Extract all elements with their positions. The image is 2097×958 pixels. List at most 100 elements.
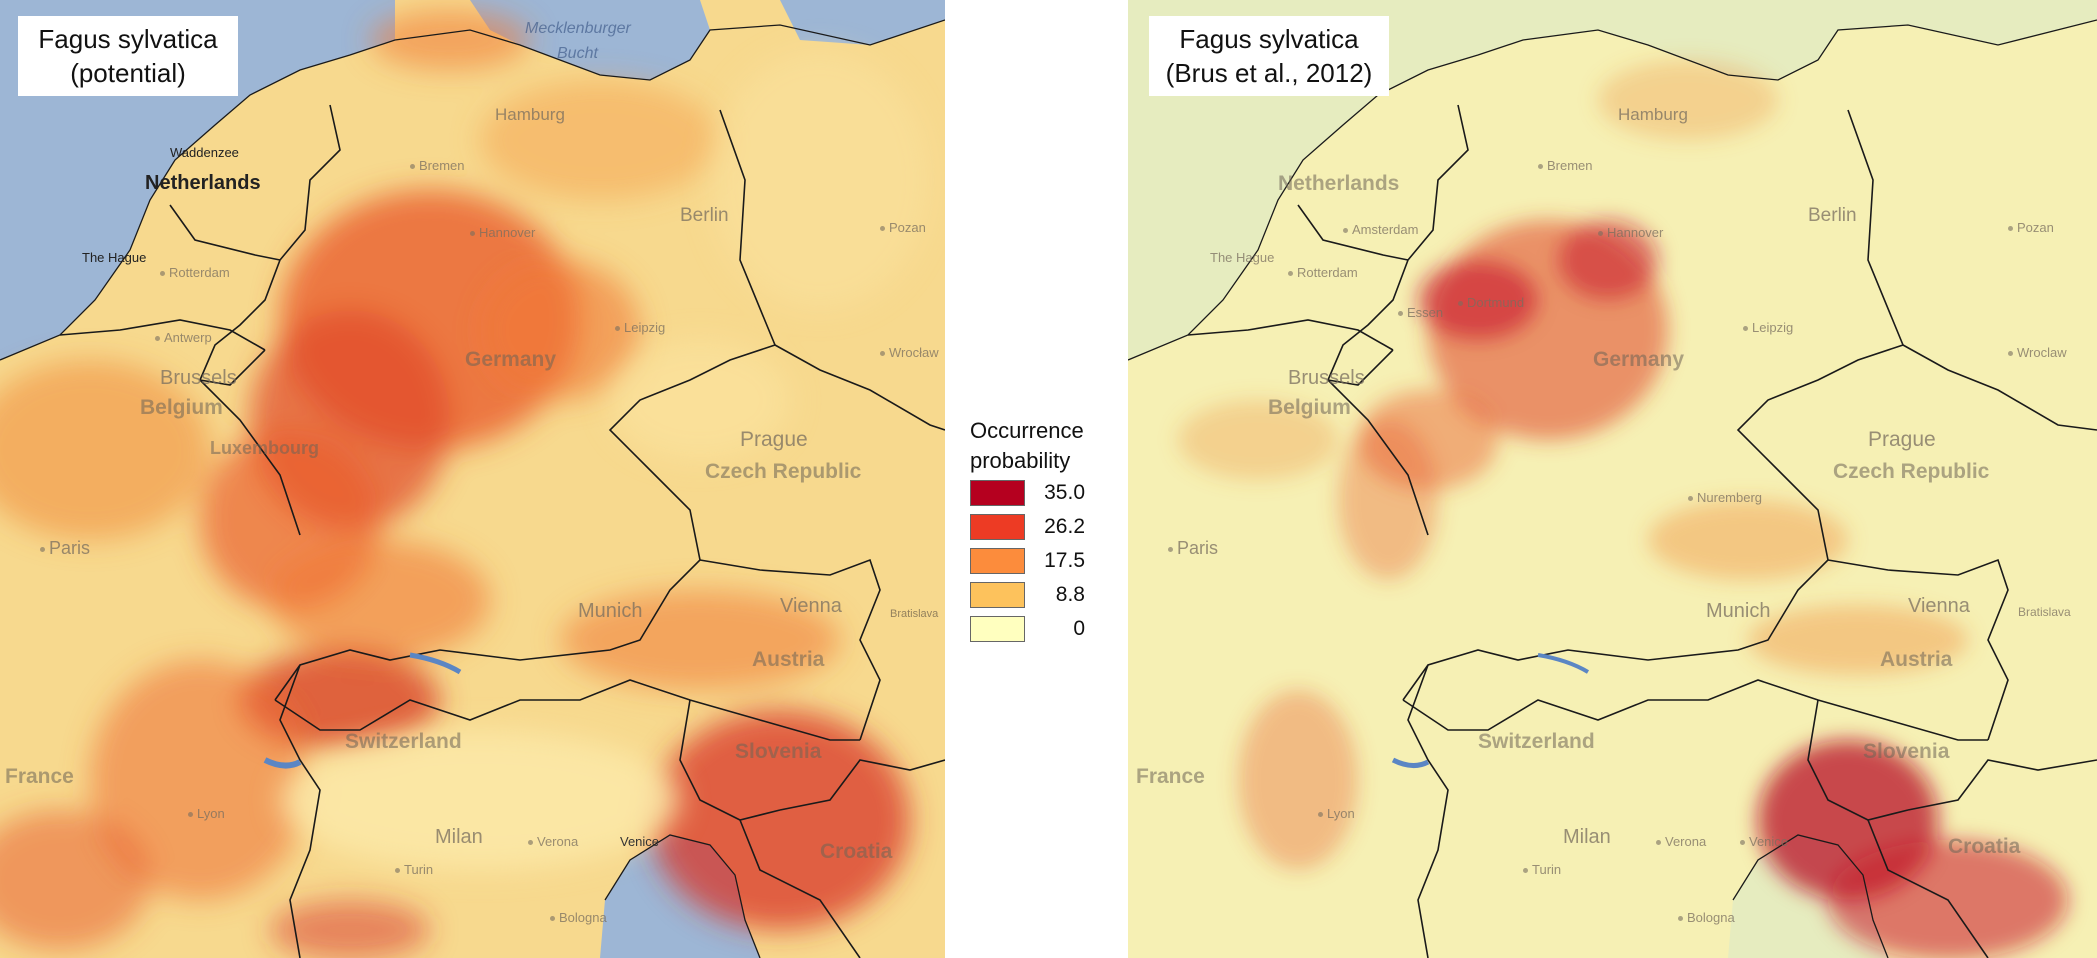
legend-title-line1: Occurrence [970,418,1084,443]
lake-geneva [263,757,302,769]
label-poznan: Pozan [880,220,926,235]
adriatic-coastline [1732,834,1889,958]
label-paris: Paris [40,538,90,559]
label-slovenia: Slovenia [735,740,822,763]
label-antwerp: Antwerp [155,330,212,345]
label-verona: Verona [1656,834,1706,849]
legend-swatch [970,514,1025,540]
label-luxembourg: Luxembourg [210,438,320,458]
label-leipzig: Leipzig [1743,320,1793,335]
label-milan: Milan [435,826,483,848]
label-bologna: Bologna [1678,910,1735,925]
label-the-hague: The Hague [1210,250,1275,265]
label-the-hague: The Hague [82,250,147,265]
legend-swatch [970,480,1025,506]
label-hamburg: Hamburg [1618,105,1688,124]
channel-sea [0,180,25,250]
label-bremen: Bremen [410,158,465,173]
label-amsterdam: Amsterdam [1343,222,1418,237]
legend-label: 17.5 [1044,549,1085,572]
low-probability-zones [280,50,930,870]
label-bologna: Bologna [550,910,607,925]
label-mecklenburger: Mecklenburger [525,20,631,37]
label-croatia: Croatia [820,840,893,863]
legend-swatch [970,548,1025,574]
adriatic-coastline [604,834,761,958]
label-czech-republic: Czech Republic [1833,460,1990,483]
label-paris: Paris [1168,538,1218,559]
legend-items: 35.0 26.2 17.5 8.8 0 [970,476,1120,646]
label-verona: Verona [528,834,578,849]
label-rotterdam: Rotterdam [160,265,230,280]
label-venice: Venice [1740,834,1788,849]
label-hamburg: Hamburg [495,105,565,124]
label-prague: Prague [740,428,808,451]
legend-item: 17.5 [970,544,1120,578]
label-leipzig: Leipzig [615,320,665,335]
label-austria: Austria [752,648,825,671]
legend-title: Occurrence probability [970,416,1120,476]
label-switzerland: Switzerland [1478,730,1595,753]
legend-item: 0 [970,612,1120,646]
legend-label: 0 [1073,617,1085,640]
legend-swatch [970,582,1025,608]
label-venice: Venice [620,834,660,849]
coastline [0,19,945,361]
baltic-sea-west [470,0,710,80]
legend-item: 35.0 [970,476,1120,510]
label-dortmund: Dortmund [1458,295,1524,310]
probability-hotspots [1178,60,2068,958]
label-turin: Turin [1523,862,1561,877]
land-base [1128,20,2097,958]
right-map-title: Fagus sylvatica (Brus et al., 2012) [1149,16,1389,96]
label-nuremberg: Nuremberg [1688,490,1762,505]
right-title-species: Fagus sylvatica [1179,24,1359,54]
label-wroclaw: Wroclaw [2008,345,2067,360]
label-wroclaw: Wrocław [880,345,939,360]
label-rotterdam: Rotterdam [1288,265,1358,280]
country-borders [59,104,945,958]
label-poznan: Pozan [2008,220,2054,235]
label-czech-republic: Czech Republic [705,460,862,483]
left-map-title: Fagus sylvatica (potential) [18,16,238,96]
label-switzerland: Switzerland [345,730,462,753]
left-map-canvas [0,0,945,958]
label-munich: Munich [1706,600,1771,622]
label-waddenzee: Waddenzee [170,145,239,160]
legend-item: 8.8 [970,578,1120,612]
label-vienna: Vienna [1908,595,1970,617]
label-hannover: Hannover [1598,225,1663,240]
lake-constance [409,652,462,675]
label-france: France [1136,765,1205,788]
brus-distribution-map: Fagus sylvatica (Brus et al., 2012) Hamb… [1128,0,2097,958]
label-croatia: Croatia [1948,835,2021,858]
label-prague: Prague [1868,428,1936,451]
lake-geneva [1391,757,1430,768]
legend: Occurrence probability 35.0 26.2 17.5 8.8 0 [970,416,1120,646]
label-austria: Austria [1880,648,1953,671]
label-germany: Germany [1593,348,1685,371]
lake-constance [1537,653,1590,674]
legend-label: 8.8 [1055,583,1085,606]
label-netherlands: Netherlands [1278,172,1400,195]
label-hannover: Hannover [470,225,535,240]
label-lyon: Lyon [1318,806,1355,821]
label-brussels: Brussels [160,367,237,389]
coastline [1128,19,2097,361]
label-germany: Germany [465,348,557,371]
legend-label: 26.2 [1044,515,1085,538]
legend-swatch [970,616,1025,642]
label-brussels: Brussels [1288,367,1365,389]
potential-distribution-map: Fagus sylvatica (potential) Mecklenburge… [0,0,945,958]
legend-label: 35.0 [1044,481,1085,504]
label-milan: Milan [1563,826,1611,848]
right-title-subtitle: (Brus et al., 2012) [1165,58,1373,88]
label-bratislava: Bratislava [2018,605,2071,619]
label-france: France [5,765,74,788]
right-map-canvas [1128,0,2097,958]
label-vienna: Vienna [780,595,842,617]
label-berlin: Berlin [1808,205,1857,226]
label-bratislava: Bratislava [890,608,939,620]
label-bremen: Bremen [1538,158,1593,173]
label-lyon: Lyon [188,806,225,821]
